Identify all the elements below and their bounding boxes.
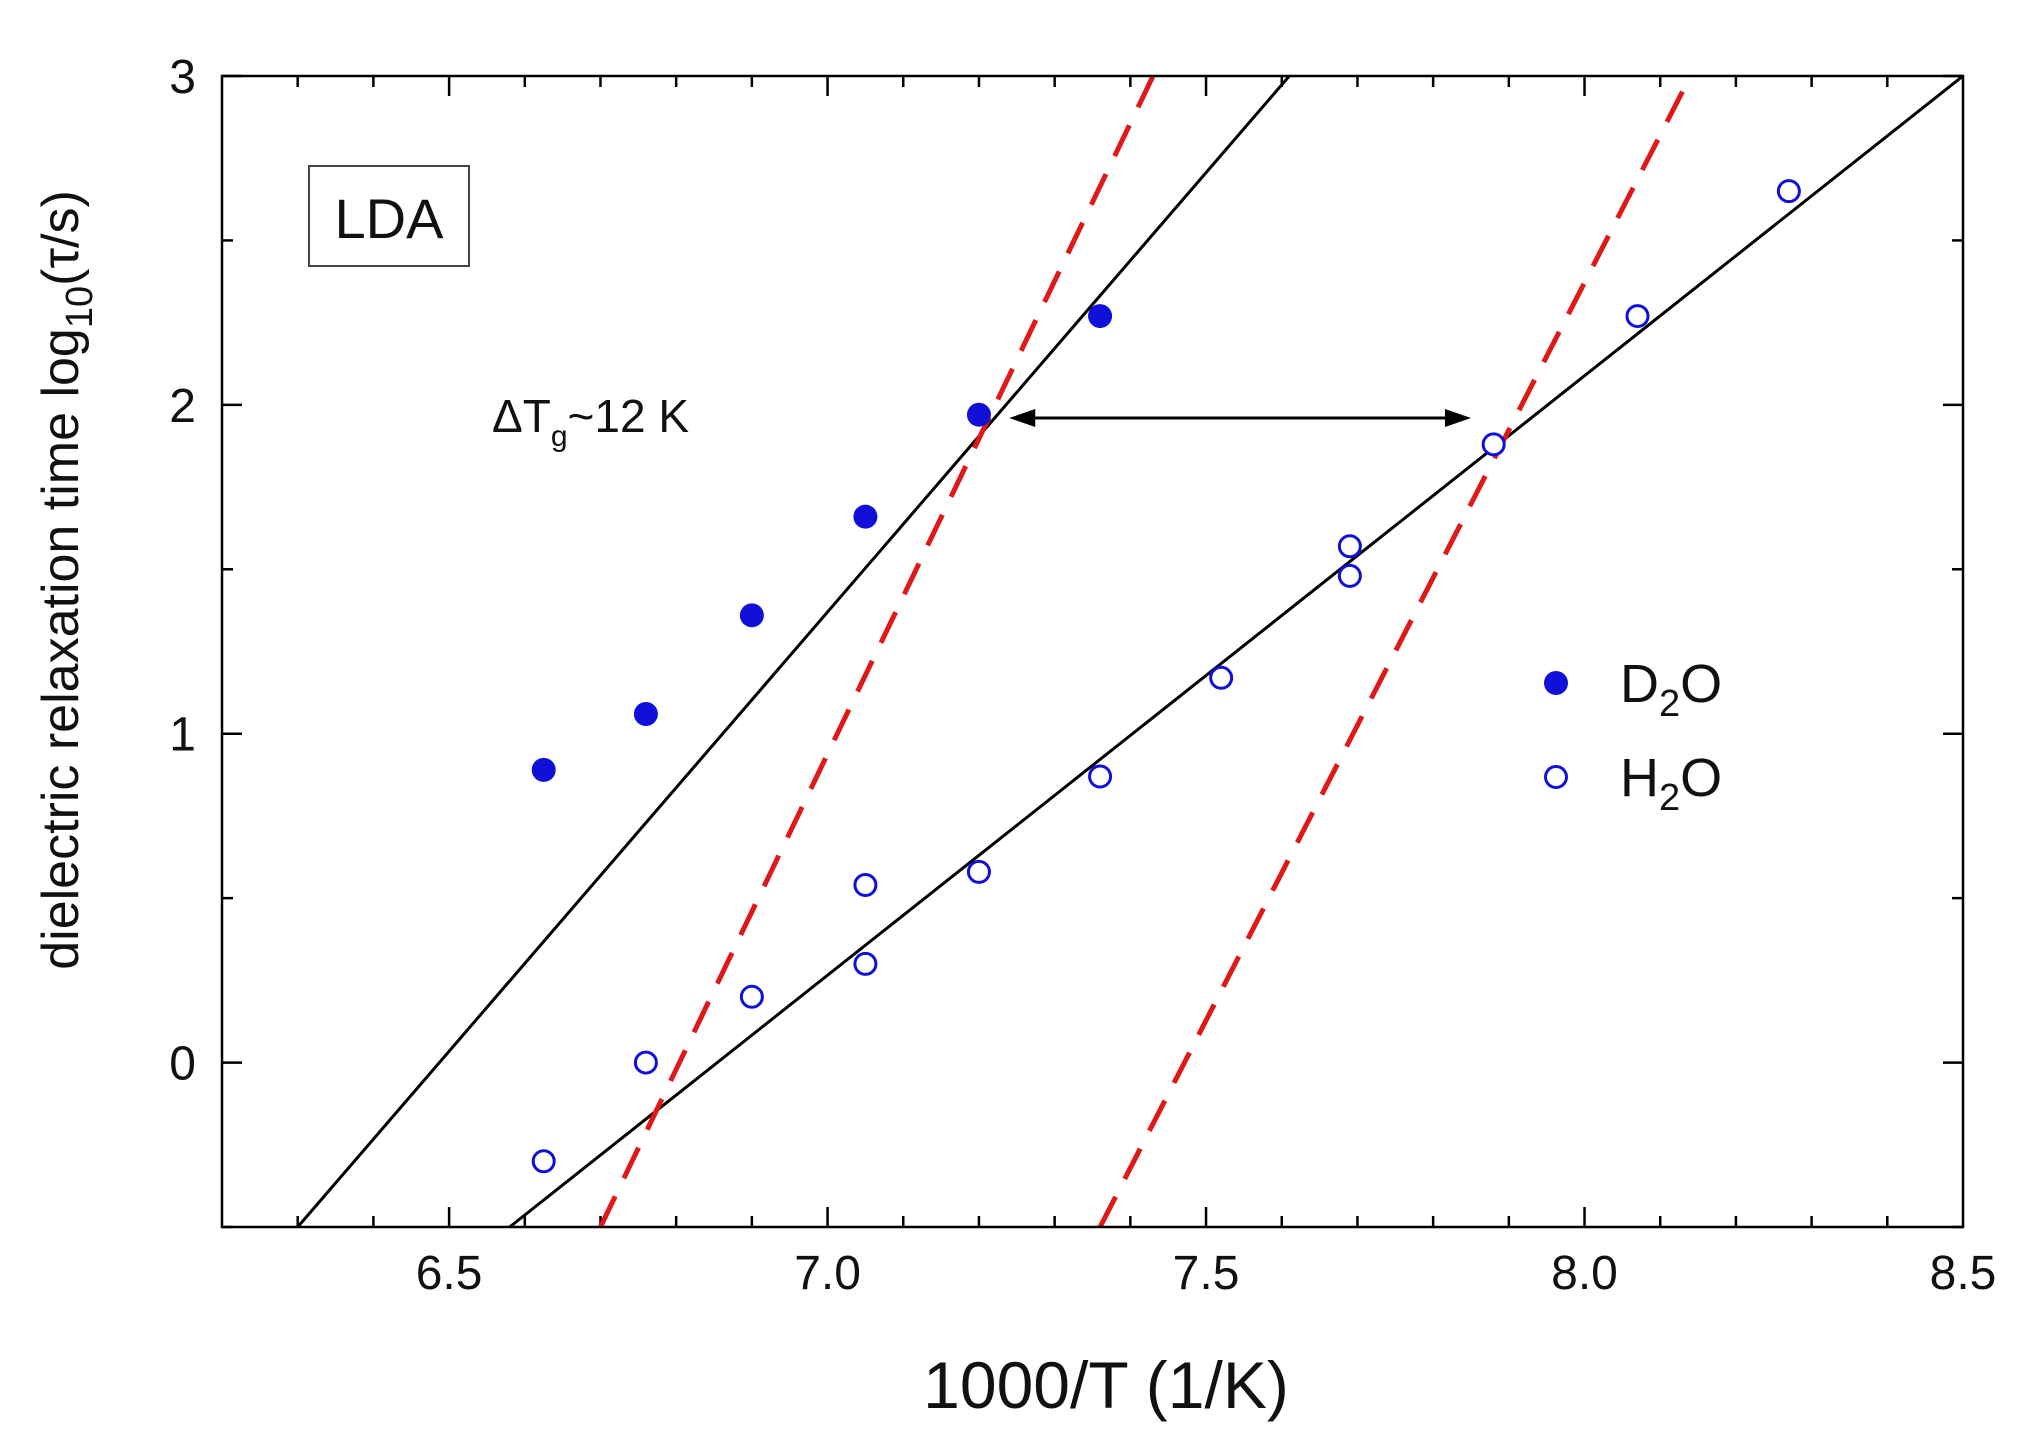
sample-label: LDA: [335, 187, 445, 250]
h2o-point: [1625, 304, 1650, 329]
d2o-point: [853, 504, 878, 529]
y-axis-label: dielectric relaxation time log10(τ/s): [32, 190, 101, 970]
x-axis-label: 1000/T (1/K): [923, 1348, 1289, 1422]
h2o-point: [853, 951, 878, 976]
h2o-point: [531, 1149, 556, 1174]
legend-marker-filled: [1544, 671, 1568, 695]
d2o-point: [966, 402, 991, 427]
h2o-point: [1088, 764, 1113, 789]
y-tick-label: 0: [169, 1038, 196, 1091]
h2o-point: [966, 859, 991, 884]
h2o-point: [1481, 432, 1506, 457]
h2o-point: [1776, 179, 1801, 204]
d2o-point: [531, 757, 556, 782]
h2o-point: [1337, 534, 1362, 559]
y-axis-label-main: dielectric relaxation time log: [32, 328, 90, 970]
x-tick-label: 8.5: [1930, 1247, 1997, 1300]
fit-lines: [296, 76, 1963, 1227]
tick-labels: 6.5 7.0 7.5 8.0 8.5 0 1 2 3: [169, 51, 1996, 1300]
legend-label-tail: O: [1680, 654, 1722, 714]
h2o-point: [1209, 665, 1234, 690]
legend-label: H2O: [1620, 748, 1722, 819]
dashed-reference-line: [598, 76, 1156, 1227]
x-tick-label: 7.0: [794, 1247, 861, 1300]
legend-label-subscript: 2: [1659, 683, 1680, 725]
h2o-point: [633, 1050, 658, 1075]
tick-marks: [222, 74, 1963, 1229]
y-tick-label: 2: [169, 380, 196, 433]
y-axis-label-subscript: 10: [59, 286, 101, 328]
h2o-point: [739, 984, 764, 1009]
legend-label: D2O: [1620, 654, 1722, 725]
d2o-point: [1088, 304, 1113, 329]
x-tick-label: 8.0: [1551, 1247, 1618, 1300]
x-tick-label: 6.5: [416, 1247, 483, 1300]
x-tick-label: 7.5: [1173, 1247, 1240, 1300]
y-axis-label-tail: (τ/s): [32, 190, 90, 286]
legend-label-main: D: [1620, 654, 1659, 714]
h2o-point: [1337, 563, 1362, 588]
arrow-head-right: [1444, 409, 1471, 428]
fit-line: [508, 76, 1963, 1227]
delta-tg-annotation: ΔTg~12 K: [492, 390, 689, 453]
d2o-point: [739, 603, 764, 628]
legend-label-subscript: 2: [1659, 777, 1680, 819]
delta-tg-subscript: g: [551, 420, 568, 453]
h2o-point: [853, 872, 878, 897]
d2o-point: [633, 701, 658, 726]
fit-line: [296, 76, 1291, 1227]
plot-frame: [220, 74, 1965, 1229]
data-points: [531, 179, 1801, 1174]
legend-label-tail: O: [1680, 748, 1722, 808]
sample-label-box: [308, 165, 470, 267]
delta-tg-arrow: [1009, 409, 1471, 428]
y-tick-label: 3: [169, 51, 196, 104]
delta-tg-delta: ΔT: [492, 390, 551, 442]
dashed-reference-line: [1097, 76, 1693, 1227]
legend-label-main: H: [1620, 748, 1659, 808]
legend-marker-open: [1544, 765, 1568, 789]
arrow-head-left: [1009, 409, 1036, 428]
delta-tg-value: ~12 K: [568, 390, 690, 442]
y-tick-label: 1: [169, 709, 196, 762]
